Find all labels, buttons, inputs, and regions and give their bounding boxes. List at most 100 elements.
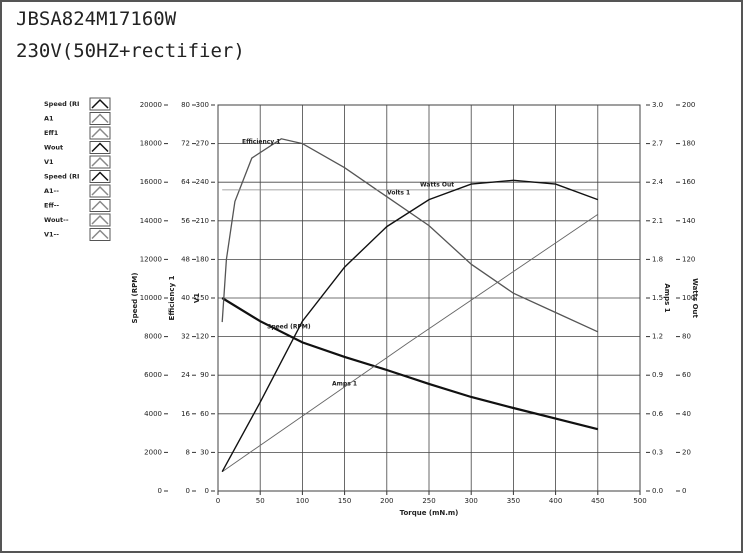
y-tick-label: 40 xyxy=(682,410,691,418)
legend-glyph xyxy=(91,113,109,124)
series-line xyxy=(221,138,599,333)
x-tick-label: 150 xyxy=(338,497,351,505)
legend-glyph xyxy=(91,214,109,225)
y-axis-title: V1 xyxy=(193,293,201,303)
legend-icon xyxy=(89,155,111,169)
y-tick-label: 2.4 xyxy=(652,178,664,186)
y-tick-label: 60 xyxy=(200,410,209,418)
legend-icon xyxy=(89,170,111,183)
legend-glyph xyxy=(91,185,109,196)
y-tick-label: 0 xyxy=(682,487,686,495)
y-tick-label: 80 xyxy=(181,101,190,109)
y-tick-label: 90 xyxy=(200,371,209,379)
legend-glyph xyxy=(91,98,109,109)
y-tick-label: 0.3 xyxy=(652,448,663,456)
legend-label: Eff-- xyxy=(44,202,59,210)
legend-glyph xyxy=(91,127,109,138)
y-tick-label: 64 xyxy=(181,178,190,186)
series-label: Watts Out xyxy=(420,182,454,189)
legend-icon xyxy=(89,97,111,111)
model-title: JBSA824M17160W xyxy=(16,8,177,30)
y-tick-label: 180 xyxy=(196,255,209,263)
y-tick-label: 6000 xyxy=(144,371,162,379)
y-tick-label: 32 xyxy=(181,333,190,341)
y-axis-title: Speed (RPM) xyxy=(131,273,139,324)
y-tick-label: 0.9 xyxy=(652,371,663,379)
legend-glyph xyxy=(91,171,109,182)
series-label: Amps 1 xyxy=(332,381,357,388)
legend-label: A1-- xyxy=(44,187,59,195)
y-tick-label: 72 xyxy=(181,140,190,148)
y-tick-label: 16000 xyxy=(140,178,162,186)
series-label: Efficiency 1 xyxy=(242,139,280,146)
x-tick-label: 0 xyxy=(216,497,220,505)
x-tick-label: 250 xyxy=(422,497,435,505)
y-tick-label: 2000 xyxy=(144,448,162,456)
legend-icon xyxy=(89,228,111,241)
supply-subtitle: 230V(50HZ+rectifier) xyxy=(16,40,245,62)
legend-label: V1-- xyxy=(44,231,59,239)
legend-label: Speed (RI xyxy=(44,173,79,181)
y-tick-label: 56 xyxy=(181,217,190,225)
legend-glyph xyxy=(91,229,109,240)
y-tick-label: 120 xyxy=(682,255,695,263)
legend-label: Speed (RI xyxy=(44,100,79,108)
y-tick-label: 200 xyxy=(682,101,695,109)
y-tick-label: 48 xyxy=(181,255,190,263)
legend-label: V1 xyxy=(44,158,54,166)
y-tick-label: 270 xyxy=(196,140,209,148)
legend-icon xyxy=(89,126,111,140)
y-tick-label: 0.0 xyxy=(652,487,663,495)
legend-glyph xyxy=(91,142,109,153)
y-tick-label: 0 xyxy=(158,487,162,495)
x-tick-label: 200 xyxy=(380,497,393,505)
x-tick-label: 300 xyxy=(465,497,478,505)
x-tick-label: 450 xyxy=(591,497,604,505)
y-tick-label: 10000 xyxy=(140,294,162,302)
x-tick-label: 50 xyxy=(256,497,265,505)
series-label: Volts 1 xyxy=(387,190,410,197)
y-tick-label: 1.5 xyxy=(652,294,663,302)
y-tick-label: 12000 xyxy=(140,255,162,263)
y-tick-label: 100 xyxy=(682,294,695,302)
x-axis-title: Torque (mN.m) xyxy=(400,509,459,517)
y-tick-label: 14000 xyxy=(140,217,162,225)
y-tick-label: 180 xyxy=(682,140,695,148)
y-tick-label: 120 xyxy=(196,333,209,341)
y-tick-label: 8 xyxy=(186,448,190,456)
x-tick-label: 500 xyxy=(633,497,646,505)
y-tick-label: 1.8 xyxy=(652,255,663,263)
y-tick-label: 18000 xyxy=(140,140,162,148)
y-tick-label: 16 xyxy=(181,410,190,418)
legend-icon xyxy=(89,184,111,198)
y-tick-label: 300 xyxy=(196,101,209,109)
series-line xyxy=(221,179,599,473)
y-tick-label: 0 xyxy=(186,487,190,495)
y-tick-label: 60 xyxy=(682,371,691,379)
legend-icon xyxy=(89,141,111,154)
y-tick-label: 160 xyxy=(682,178,695,186)
y-tick-label: 24 xyxy=(181,371,190,379)
y-tick-label: 20 xyxy=(682,448,691,456)
legend-icon xyxy=(89,213,111,227)
y-tick-label: 2.1 xyxy=(652,217,663,225)
legend-glyph xyxy=(91,156,109,167)
y-axis-title: Watts Out xyxy=(691,278,699,318)
legend-label: Wout xyxy=(44,144,63,152)
y-tick-label: 80 xyxy=(682,333,691,341)
y-tick-label: 240 xyxy=(196,178,209,186)
y-tick-label: 20000 xyxy=(140,101,162,109)
series-line xyxy=(221,297,599,431)
y-tick-label: 40 xyxy=(181,294,190,302)
series-label: Speed (RPM) xyxy=(267,324,311,331)
legend-label: A1 xyxy=(44,115,54,123)
legend-icon xyxy=(89,112,111,125)
legend-icon xyxy=(89,199,111,212)
x-tick-label: 100 xyxy=(296,497,309,505)
y-tick-label: 210 xyxy=(196,217,209,225)
y-tick-label: 4000 xyxy=(144,410,162,418)
y-tick-label: 150 xyxy=(196,294,209,302)
legend-label: Wout-- xyxy=(44,216,69,224)
